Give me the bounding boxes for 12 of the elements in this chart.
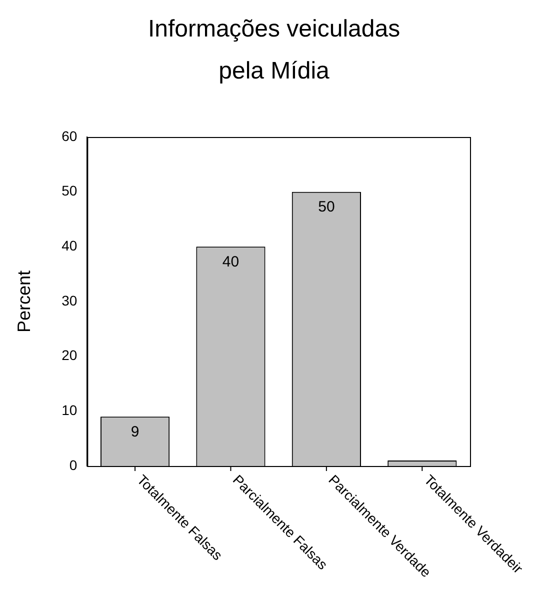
y-tick-label: 10 (62, 402, 78, 418)
data-label: 9 (130, 423, 140, 440)
data-label: 40 (222, 253, 240, 270)
y-tick-label: 60 (62, 128, 78, 144)
y-tick-label: 40 (62, 238, 78, 254)
y-axis-title: Percent (14, 270, 34, 333)
y-tick-label: 50 (62, 182, 78, 199)
y-tick-label: 0 (69, 456, 78, 473)
data-label: 50 (318, 198, 335, 216)
chart-title: Informações veiculadas pela Mídia (148, 16, 400, 85)
y-tick-label: 20 (62, 347, 78, 364)
y-tick-label: 30 (62, 292, 78, 308)
